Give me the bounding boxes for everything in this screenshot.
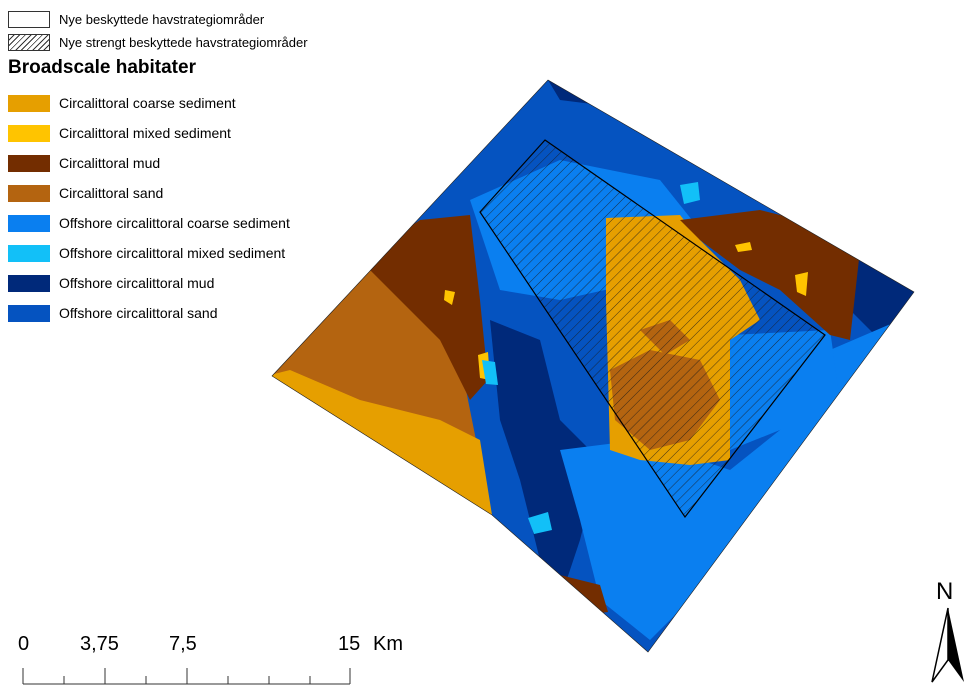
habitat-circalittoral-mixed-1 xyxy=(735,242,752,252)
habitat-legend-list: Circalittoral coarse sediment Circalittor… xyxy=(8,88,308,328)
scale-tick-label: 7,5 xyxy=(169,633,197,655)
north-arrow: N xyxy=(928,578,968,684)
legend-title: Broadscale habitater xyxy=(8,57,196,78)
legend-swatch xyxy=(8,304,50,322)
legend-label: Offshore circalittoral sand xyxy=(59,305,218,321)
legend-swatch xyxy=(8,154,50,172)
legend-label: Offshore circalittoral mixed sediment xyxy=(59,245,286,261)
legend-swatch xyxy=(8,214,50,232)
scale-tick-label: 15 xyxy=(338,633,361,655)
habitat-offshore-mixed-2 xyxy=(482,360,498,385)
legend-swatch xyxy=(8,184,50,202)
habitat-circalittoral-mixed-2 xyxy=(795,272,808,296)
legend-label: Offshore circalittoral coarse sediment xyxy=(59,215,290,231)
legend-label: Circalittoral sand xyxy=(59,185,164,201)
habitat-offshore-mud-center xyxy=(490,320,600,600)
legend-swatch xyxy=(8,244,50,262)
north-arrow-icon xyxy=(931,607,964,683)
legend-swatch-outline xyxy=(8,11,50,28)
study-area-outline xyxy=(271,79,915,653)
habitat-offshore-mixed-1 xyxy=(680,182,700,204)
legend-swatch xyxy=(8,274,50,292)
legend-item-habitat: Offshore circalittoral mud xyxy=(8,268,308,298)
legend-item-strictly-protected: Nye strengt beskyttede havstrategiområde… xyxy=(8,31,308,54)
scale-tick-label: 0 xyxy=(18,633,30,655)
legend-swatch xyxy=(8,94,50,112)
scale-bar: 0 3,75 7,5 15 Km xyxy=(14,633,434,683)
strictly-protected-area xyxy=(479,139,826,519)
legend-item-habitat: Circalittoral coarse sediment xyxy=(8,88,308,118)
habitat-circalittoral-mud-west xyxy=(360,215,488,400)
habitat-circalittoral-mud-east xyxy=(680,210,860,340)
legend-label: Circalittoral mixed sediment xyxy=(59,125,231,141)
legend-label: Nye beskyttede havstrategiområder xyxy=(59,12,265,27)
legend-item-habitat: Offshore circalittoral mixed sediment xyxy=(8,238,308,268)
map-legend: Nye beskyttede havstrategiområder Nye st… xyxy=(8,8,308,328)
habitat-circalittoral-mixed-3 xyxy=(444,290,455,305)
habitat-offshore-mud-ne xyxy=(548,80,914,340)
legend-item-protected: Nye beskyttede havstrategiområder xyxy=(8,8,308,31)
north-label: N xyxy=(936,578,954,605)
legend-item-habitat: Circalittoral mixed sediment xyxy=(8,118,308,148)
legend-label: Circalittoral mud xyxy=(59,155,161,171)
legend-label: Offshore circalittoral mud xyxy=(59,275,215,291)
legend-item-habitat: Circalittoral mud xyxy=(8,148,308,178)
habitat-offshore-mixed-3 xyxy=(528,512,552,534)
legend-swatch-hatch xyxy=(8,34,50,51)
legend-label: Circalittoral coarse sediment xyxy=(59,95,236,111)
scale-bar-graphic xyxy=(22,668,351,685)
legend-swatch xyxy=(8,124,50,142)
legend-item-habitat: Offshore circalittoral sand xyxy=(8,298,308,328)
legend-item-habitat: Offshore circalittoral coarse sediment xyxy=(8,208,308,238)
scale-unit: Km xyxy=(373,633,403,655)
scale-tick-label: 3,75 xyxy=(80,633,119,655)
legend-label: Nye strengt beskyttede havstrategiområde… xyxy=(59,35,308,50)
legend-item-habitat: Circalittoral sand xyxy=(8,178,308,208)
